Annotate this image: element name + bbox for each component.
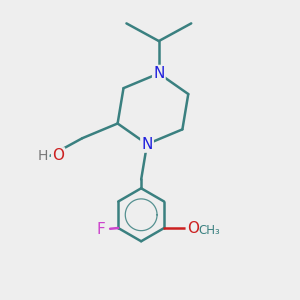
Text: N: N: [141, 136, 153, 152]
Text: N: N: [153, 66, 164, 81]
Text: H: H: [38, 149, 48, 163]
Text: O: O: [187, 220, 199, 236]
Text: O: O: [52, 148, 64, 164]
Text: F: F: [96, 222, 105, 237]
Text: CH₃: CH₃: [199, 224, 220, 237]
